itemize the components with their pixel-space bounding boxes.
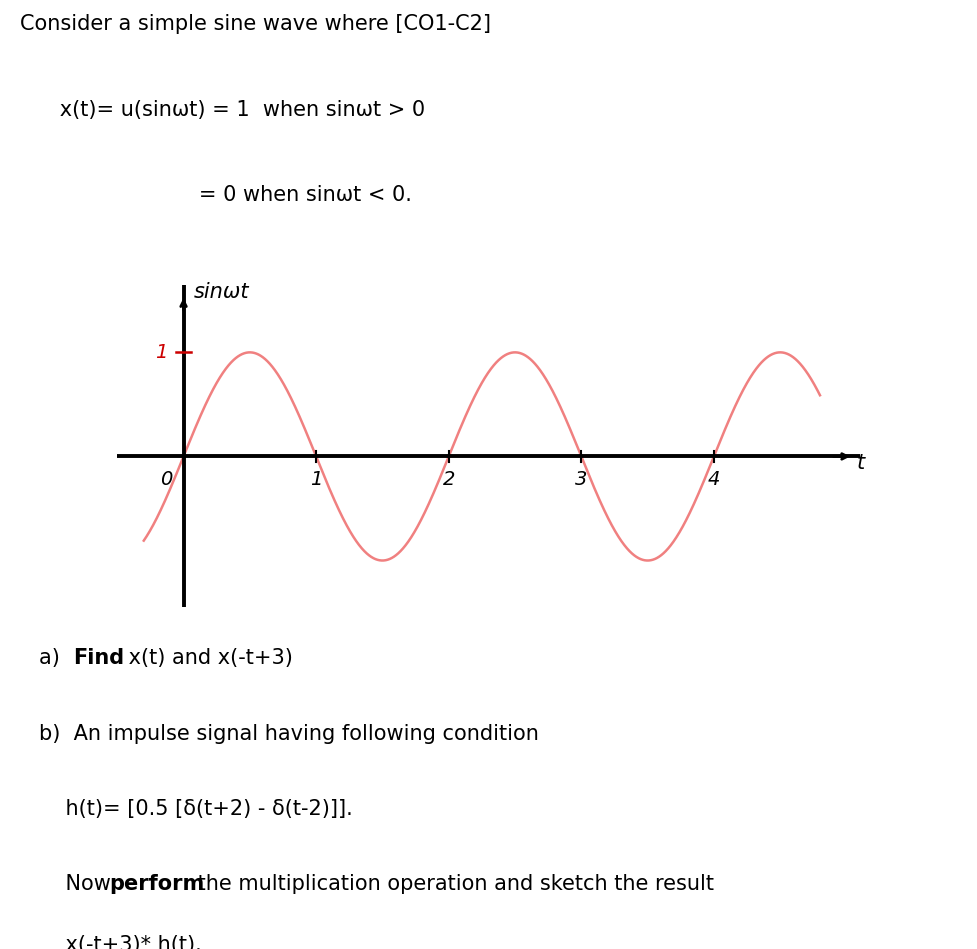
Text: Find: Find [73,648,124,668]
Text: 2: 2 [443,470,455,489]
Text: Now: Now [39,874,117,894]
Text: Consider a simple sine wave where [CO1-C2]: Consider a simple sine wave where [CO1-C… [20,14,490,34]
Text: sinωt: sinωt [194,283,250,303]
Text: a): a) [39,648,66,668]
Text: t: t [857,453,866,473]
Text: x(-t+3)* h(t).: x(-t+3)* h(t). [39,936,202,949]
Text: 4: 4 [707,470,720,489]
Text: 1: 1 [310,470,322,489]
Text: 3: 3 [575,470,587,489]
Text: the multiplication operation and sketch the result: the multiplication operation and sketch … [191,874,713,894]
Text: perform: perform [109,874,204,894]
Text: = 0 when sinωt < 0.: = 0 when sinωt < 0. [20,185,411,205]
Text: h(t)= [0.5 [δ(t+2) - δ(t-2)]].: h(t)= [0.5 [δ(t+2) - δ(t-2)]]. [39,799,353,819]
Text: 1: 1 [154,343,167,362]
Text: x(t) and x(-t+3): x(t) and x(-t+3) [122,648,293,668]
Text: x(t)= u(sinωt) = 1  when sinωt > 0: x(t)= u(sinωt) = 1 when sinωt > 0 [20,100,425,120]
Text: b)  An impulse signal having following condition: b) An impulse signal having following co… [39,723,539,743]
Text: 0: 0 [160,470,173,489]
